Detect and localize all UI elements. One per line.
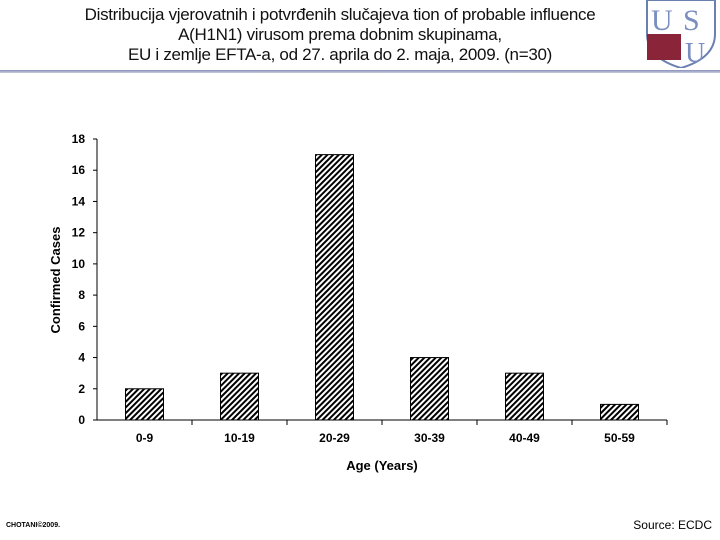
title-line-1: Distribucija vjerovatnih i potvrđenih sl… [84,5,596,24]
y-tick-label: 10 [72,257,86,271]
y-tick-label: 14 [72,194,86,208]
bar-30-39 [410,357,449,421]
bar-10-19 [220,372,259,421]
x-tick-label: 10-19 [224,431,255,445]
title-line-3: EU i zemlje EFTA-a, od 27. aprila do 2. … [127,45,553,64]
y-tick-label: 6 [78,319,85,333]
title-line-2: A(H1N1) virusom prema dobnim skupinama, [178,25,502,44]
bar-20-29 [315,154,354,421]
x-tick-label: 20-29 [319,431,350,445]
y-tick-label: 2 [78,382,85,396]
y-tick-label: 0 [78,413,85,427]
x-tick-label: 50-59 [604,431,635,445]
y-axis-label: Confirmed Cases [48,227,63,334]
bar-40-49 [505,372,544,421]
source-note: Source: ECDC [633,518,712,532]
x-tick-label: 0-9 [136,431,154,445]
y-tick-label: 8 [78,288,85,302]
y-tick-label: 16 [72,163,86,177]
bar-50-59 [600,403,639,421]
svg-text:U: U [685,38,705,68]
y-tick-label: 18 [72,132,86,146]
x-tick-label: 30-39 [414,431,445,445]
university-logo: U S U [646,0,716,68]
bar-0-9 [125,388,164,421]
svg-text:S: S [683,4,700,37]
x-axis-label: Age (Years) [346,458,418,473]
slide-title: Distribucija vjerovatnih i potvrđenih sl… [40,5,640,65]
svg-text:U: U [651,4,673,37]
y-tick-label: 12 [72,226,86,240]
copyright: CHOTANI©2009. [6,522,61,529]
title-divider [0,70,720,73]
x-tick-label: 40-49 [509,431,540,445]
y-tick-label: 4 [78,351,85,365]
